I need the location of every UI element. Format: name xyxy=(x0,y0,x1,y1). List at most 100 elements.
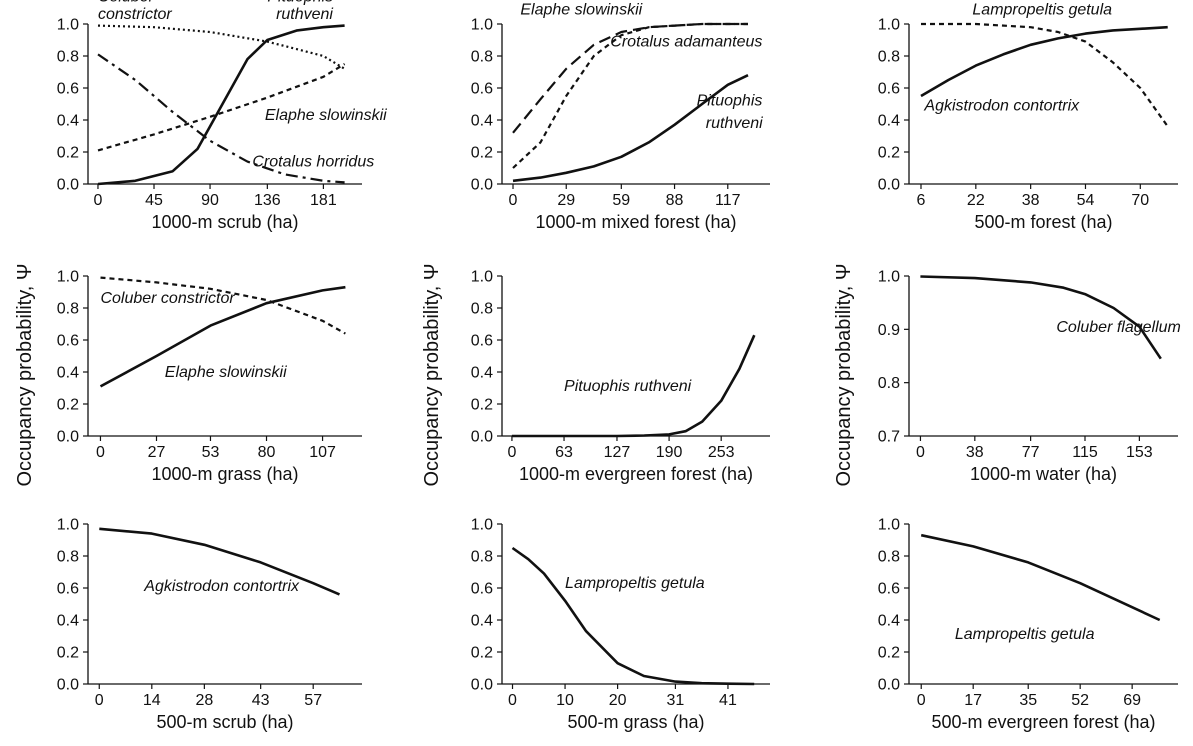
species-label: ruthveni xyxy=(706,115,763,132)
x-tick-label: 115 xyxy=(1072,444,1098,461)
y-tick-label: 0.8 xyxy=(878,49,900,66)
y-tick-label: 0.6 xyxy=(471,333,493,350)
y-tick-label: 0.4 xyxy=(471,365,493,382)
x-tick-label: 0 xyxy=(94,192,103,209)
species-label: Lampropeltis getula xyxy=(955,626,1095,643)
x-tick-label: 0 xyxy=(96,444,105,461)
y-tick-label: 0.8 xyxy=(878,549,900,566)
x-tick-label: 28 xyxy=(195,692,213,709)
species-label: Coluber flagellum xyxy=(1056,319,1181,336)
x-tick-label: 253 xyxy=(708,444,735,461)
x-tick-label: 70 xyxy=(1131,192,1149,209)
x-tick-label: 117 xyxy=(715,192,741,209)
x-tick-label: 31 xyxy=(667,692,685,709)
y-tick-label: 0.0 xyxy=(471,677,493,694)
x-axis-label: 1000-m grass (ha) xyxy=(151,464,298,484)
y-tick-label: 0.8 xyxy=(57,549,79,566)
y-tick-label: 0.4 xyxy=(471,613,493,630)
species-label: Crotalus adamanteus xyxy=(610,33,762,50)
species-label: Agkistrodon contortrix xyxy=(143,578,300,595)
y-tick-label: 0.8 xyxy=(57,301,79,318)
species-label: constrictor xyxy=(98,6,172,23)
y-tick-label: 0.0 xyxy=(471,177,493,194)
y-tick-label: 0.2 xyxy=(878,145,900,162)
panel-7: 0.00.20.40.60.81.00 14 28 43 57500-m scrub (… xyxy=(57,517,362,733)
y-tick-label: 1.0 xyxy=(57,17,79,34)
series-line-coluber-constrictor xyxy=(98,26,345,69)
y-tick-label: 0.8 xyxy=(878,375,900,392)
x-tick-label: 88 xyxy=(666,192,684,209)
series-line-agkistrodon-contortrix xyxy=(921,27,1168,96)
y-tick-label: 1.0 xyxy=(471,17,493,34)
panel-6: 0.70.80.91.00 38 77 115 1531000-m water (ha)… xyxy=(878,269,1181,485)
x-tick-label: 17 xyxy=(964,692,982,709)
species-label: Elaphe slowinskii xyxy=(165,364,287,381)
panel-3: 0.0 0.2 0.4 0.6 0.8 1.0 6 22 38 54 70 500-m forest … xyxy=(878,1,1178,232)
y-tick-label: 0.4 xyxy=(57,613,79,630)
panel-9: 0.00.20.40.60.81.00 17 35 52 69500-m evergre… xyxy=(878,517,1178,733)
x-tick-label: 63 xyxy=(555,444,573,461)
series-line-lampropeltis-getula xyxy=(921,535,1159,620)
x-tick-label: 0 xyxy=(508,692,517,709)
y-tick-label: 0.6 xyxy=(878,81,900,98)
y-tick-label: 0.0 xyxy=(57,429,79,446)
species-label: Coluber xyxy=(98,0,155,6)
y-tick-label: 0.8 xyxy=(471,301,493,318)
x-tick-label: 80 xyxy=(258,444,276,461)
y-tick-label: 0.6 xyxy=(878,581,900,598)
x-tick-label: 0 xyxy=(95,692,104,709)
x-tick-label: 0 xyxy=(917,692,926,709)
y-tick-label: 0.0 xyxy=(471,429,493,446)
y-tick-label: 0.6 xyxy=(57,581,79,598)
x-tick-label: 107 xyxy=(309,444,336,461)
y-tick-label: 0.6 xyxy=(57,81,79,98)
x-tick-label: 6 xyxy=(917,192,926,209)
species-label: ruthveni xyxy=(276,6,333,23)
series-line-lampropeltis-getula xyxy=(513,548,755,684)
x-tick-label: 54 xyxy=(1077,192,1095,209)
species-label: Lampropeltis getula xyxy=(565,575,705,592)
x-tick-label: 52 xyxy=(1071,692,1089,709)
y-tick-label: 0.4 xyxy=(878,113,900,130)
x-tick-label: 77 xyxy=(1022,444,1040,461)
y-tick-label: 0.2 xyxy=(471,645,493,662)
species-label: Pituophis xyxy=(697,93,763,110)
y-tick-label: 0.8 xyxy=(471,549,493,566)
y-tick-label: 1.0 xyxy=(471,517,493,534)
species-label: Lampropeltis getula xyxy=(972,1,1112,18)
y-tick-label: 0.6 xyxy=(471,581,493,598)
y-tick-label: 0.8 xyxy=(57,49,79,66)
y-axis-label-middle: Occupancy probability, Ψ xyxy=(421,263,443,486)
x-tick-label: 136 xyxy=(254,192,281,209)
y-tick-label: 0.0 xyxy=(878,177,900,194)
x-axis-label: 1000-m scrub (ha) xyxy=(151,212,298,232)
y-axis-label-left: Occupancy probability, Ψ xyxy=(14,263,36,486)
species-label: Pituophis ruthveni xyxy=(564,378,692,395)
y-tick-label: 0.0 xyxy=(57,177,79,194)
y-tick-label: 1.0 xyxy=(57,269,79,286)
x-axis-label: 500-m evergreen forest (ha) xyxy=(931,712,1155,732)
y-tick-label: 0.6 xyxy=(57,333,79,350)
species-label: Pituophis xyxy=(267,0,333,6)
y-tick-label: 1.0 xyxy=(57,517,79,534)
x-tick-label: 20 xyxy=(609,692,627,709)
x-axis-label: 500-m scrub (ha) xyxy=(156,712,293,732)
y-tick-label: 0.6 xyxy=(471,81,493,98)
x-tick-label: 38 xyxy=(1022,192,1040,209)
y-tick-label: 0.2 xyxy=(57,645,79,662)
y-tick-label: 0.4 xyxy=(57,365,79,382)
species-label: Elaphe slowinskii xyxy=(265,107,387,124)
panel-4: 0.00.20.40.60.81.00 27 53 80 1071000-m grass… xyxy=(57,269,362,485)
y-tick-label: 0.8 xyxy=(471,49,493,66)
y-tick-label: 0.2 xyxy=(57,397,79,414)
x-axis-label: 500-m grass (ha) xyxy=(567,712,704,732)
y-tick-label: 0.4 xyxy=(57,113,79,130)
x-tick-label: 22 xyxy=(967,192,985,209)
y-tick-label: 0.2 xyxy=(57,145,79,162)
y-tick-label: 0.4 xyxy=(471,113,493,130)
x-tick-label: 41 xyxy=(719,692,737,709)
x-tick-label: 0 xyxy=(509,192,518,209)
y-tick-label: 1.0 xyxy=(878,17,900,34)
y-tick-label: 0.7 xyxy=(878,429,900,446)
y-tick-label: 1.0 xyxy=(878,517,900,534)
